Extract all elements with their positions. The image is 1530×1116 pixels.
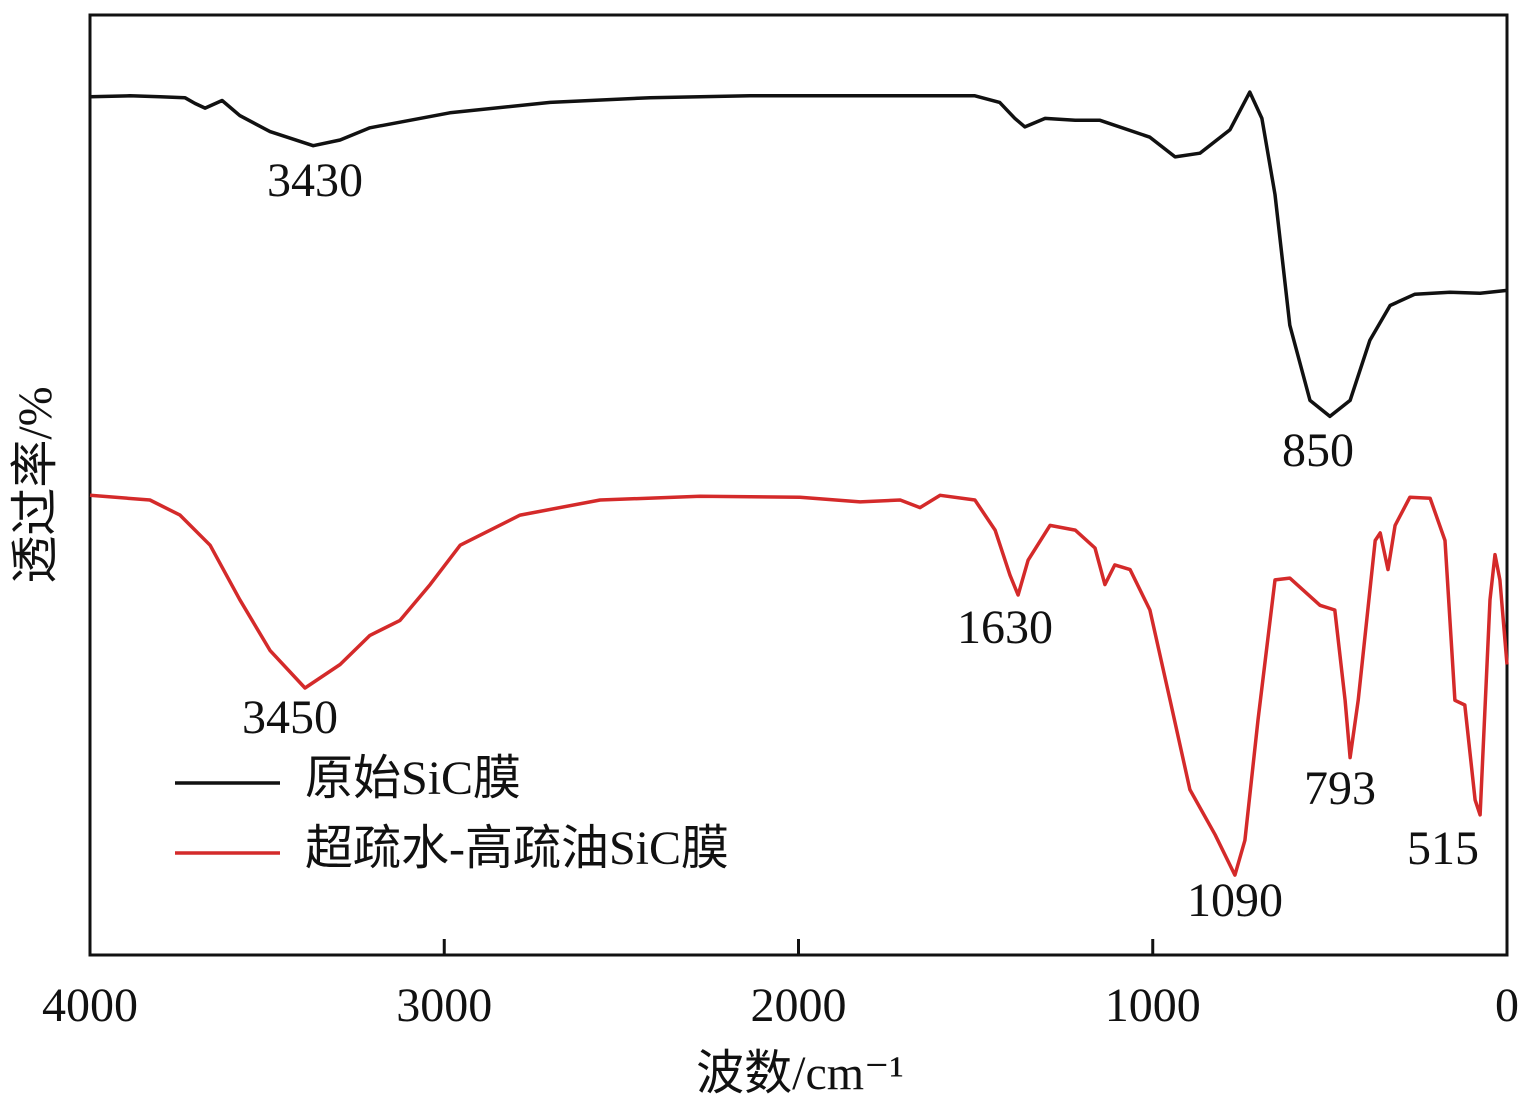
peak-annotation: 1630 bbox=[957, 601, 1053, 654]
legend-label: 超疏水-高疏油SiC膜 bbox=[305, 822, 729, 875]
x-tick-label: 1000 bbox=[1105, 979, 1201, 1032]
series-line bbox=[89, 90, 1508, 419]
y-axis-label: 透过率/% bbox=[9, 386, 62, 583]
series-line bbox=[89, 493, 1509, 877]
peak-annotation: 3430 bbox=[267, 154, 363, 207]
peak-annotation: 850 bbox=[1282, 424, 1354, 477]
peak-annotation: 515 bbox=[1407, 822, 1479, 875]
x-axis-label: 波数/cm⁻¹ bbox=[696, 1047, 904, 1100]
legend-label: 原始SiC膜 bbox=[305, 752, 521, 805]
peak-annotation: 1090 bbox=[1187, 874, 1283, 927]
x-tick-label: 2000 bbox=[751, 979, 847, 1032]
x-tick-label: 4000 bbox=[42, 979, 138, 1032]
x-tick-label: 3000 bbox=[396, 979, 492, 1032]
x-tick-label: 0 bbox=[1495, 979, 1519, 1032]
peak-annotation: 793 bbox=[1304, 762, 1376, 815]
peak-annotation: 3450 bbox=[242, 691, 338, 744]
